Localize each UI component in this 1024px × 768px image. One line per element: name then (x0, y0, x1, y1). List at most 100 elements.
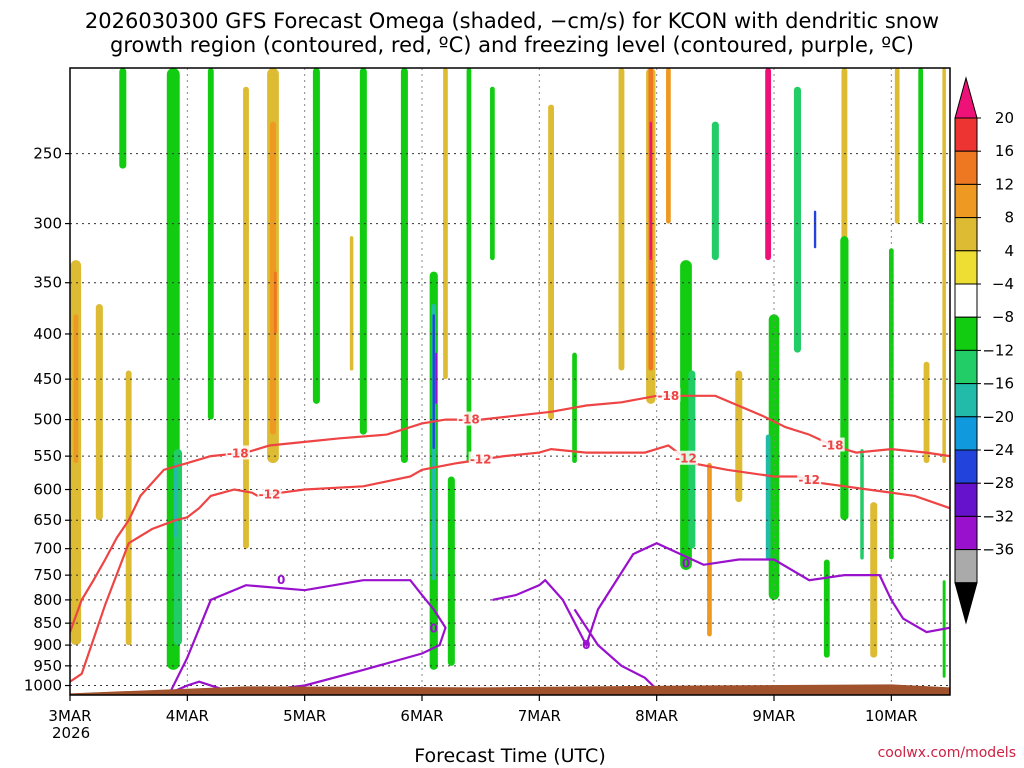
freezing-level-line-1 (492, 541, 950, 648)
x-tick-label-2: 5MAR (283, 707, 326, 725)
y-tick-label-0: 250 (33, 145, 62, 163)
y-tick-label-1: 300 (33, 215, 62, 233)
omega-cell-46 (894, 68, 900, 224)
contour-minus12-label-bg-2 (674, 450, 698, 465)
x-tick-label-5: 8MAR (635, 707, 678, 725)
y-tick-label-7: 600 (33, 481, 62, 499)
y-tick-label-5: 500 (33, 411, 62, 429)
freezing-level-label-2: 0 (582, 638, 590, 652)
omega-cell-37 (768, 314, 780, 600)
omega-cell-12 (273, 271, 277, 334)
colorbar-label-4: 4 (1004, 242, 1014, 260)
omega-cell-41 (735, 370, 743, 503)
y-tick-label-6: 550 (33, 447, 62, 465)
freezing-level-label-3: 0 (682, 557, 690, 571)
omega-cell-22 (443, 68, 448, 380)
colorbar-arrow-top (954, 76, 978, 119)
colorbar-swatch-10 (954, 416, 978, 451)
omega-cell-25 (548, 104, 554, 420)
x-year-label: 2026 (52, 724, 90, 742)
contour-minus12-label-bg-1 (468, 451, 493, 466)
colorbar-label-6: −8 (992, 308, 1014, 326)
y-tick-label-8: 650 (33, 511, 62, 529)
contour-minus12-label-1: -12 (470, 453, 492, 467)
x-axis-title: Forecast Time (UTC) (414, 745, 605, 767)
x-tick-label-3: 6MAR (400, 707, 443, 725)
contour-minus18-label-bg-2 (656, 387, 681, 402)
omega-cell-35 (707, 463, 712, 637)
colorbar-label-8: −16 (982, 375, 1014, 393)
omega-cell-38 (765, 434, 771, 560)
contours: -18 -18 -18 -18 -12 -12 -12 -12 0 0 0 0 (70, 387, 950, 695)
contour-minus18-label-2: -18 (658, 389, 680, 403)
omega-cell-9 (243, 86, 249, 549)
freezing-level-label-1: 0 (430, 622, 438, 636)
colorbar-swatch-3 (954, 183, 978, 219)
omega-cell-16 (400, 68, 408, 464)
omega-cell-11 (270, 121, 276, 435)
x-tick-label-4: 7MAR (518, 707, 561, 725)
contour-minus18-label-0: -18 (227, 446, 249, 460)
omega-cell-19 (432, 314, 435, 450)
omega-cell-40 (813, 210, 817, 249)
omega-cell-3 (119, 68, 127, 169)
x-tick-label-1: 4MAR (166, 707, 209, 725)
y-tick-label-15: 1000 (24, 677, 62, 695)
colorbar-label-3: 8 (1004, 209, 1014, 227)
chart-title-line-1: 2026030300 GFS Forecast Omega (shaded, −… (85, 9, 939, 33)
colorbar-label-9: −20 (982, 408, 1014, 426)
chart-title-line-2: growth region (contoured, red, ºC) and f… (110, 33, 914, 57)
plot-background (70, 68, 950, 695)
omega-cell-2 (95, 304, 103, 521)
colorbar-swatch-7 (954, 316, 978, 351)
y-axis: 250 300 350 400 450 500 550 600 650 700 750 800 850 9… (24, 145, 70, 695)
colorbar-label-2: 12 (995, 175, 1014, 193)
y-tick-label-2: 350 (33, 274, 62, 292)
omega-cell-15 (349, 236, 354, 371)
y-tick-label-4: 450 (33, 370, 62, 388)
contour-minus18-label-1: -18 (458, 413, 480, 427)
y-tick-label-9: 700 (33, 540, 62, 558)
colorbar-label-12: −32 (982, 507, 1014, 525)
colorbar-swatch-13 (954, 515, 978, 551)
y-tick-label-13: 900 (33, 636, 62, 654)
omega-cell-36 (765, 68, 772, 261)
y-tick-label-14: 950 (33, 657, 62, 675)
y-tick-label-10: 750 (33, 566, 62, 584)
contour-minus12-label-bg-3 (797, 471, 822, 486)
colorbar-label-7: −12 (982, 341, 1014, 359)
omega-cell-1 (73, 314, 79, 464)
contour-minus12-label-0: -12 (259, 487, 281, 501)
x-tick-label-7: 10MAR (865, 707, 918, 725)
omega-cell-27 (618, 68, 625, 371)
omega-cell-20 (435, 352, 437, 404)
omega-cell-4 (125, 370, 132, 646)
contour-minus18-label-bg-3 (820, 437, 845, 452)
contour-minus18-label-bg-0 (225, 445, 250, 460)
colorbar-label-11: −28 (982, 474, 1014, 492)
contour-minus12 (70, 444, 950, 683)
omega-cell-50 (870, 502, 878, 658)
colorbar-swatch-5 (954, 250, 978, 285)
contour-minus18 (70, 394, 950, 633)
terrain-fill (70, 684, 950, 695)
omega-cell-7 (173, 463, 178, 538)
credit-text: coolwx.com/models (878, 745, 1016, 761)
colorbar-swatch-11 (954, 449, 978, 484)
omega-cell-47 (918, 68, 924, 224)
omega-cell-49 (823, 559, 830, 658)
contour-minus18-label-bg-1 (456, 411, 481, 426)
plot-frame (69, 67, 951, 696)
contour-minus12-label-bg-0 (257, 486, 282, 501)
freezing-level-label-0: 0 (277, 573, 285, 587)
omega-shading (70, 68, 946, 678)
omega-cell-24 (490, 86, 495, 261)
terrain (70, 684, 950, 695)
y-tick-label-12: 850 (33, 614, 62, 632)
colorbar-label-0: 20 (995, 109, 1014, 127)
colorbar-label-1: 16 (995, 142, 1014, 160)
colorbar-swatch-8 (954, 349, 978, 385)
x-tick-label-6: 9MAR (752, 707, 795, 725)
omega-cell-48 (923, 361, 930, 464)
